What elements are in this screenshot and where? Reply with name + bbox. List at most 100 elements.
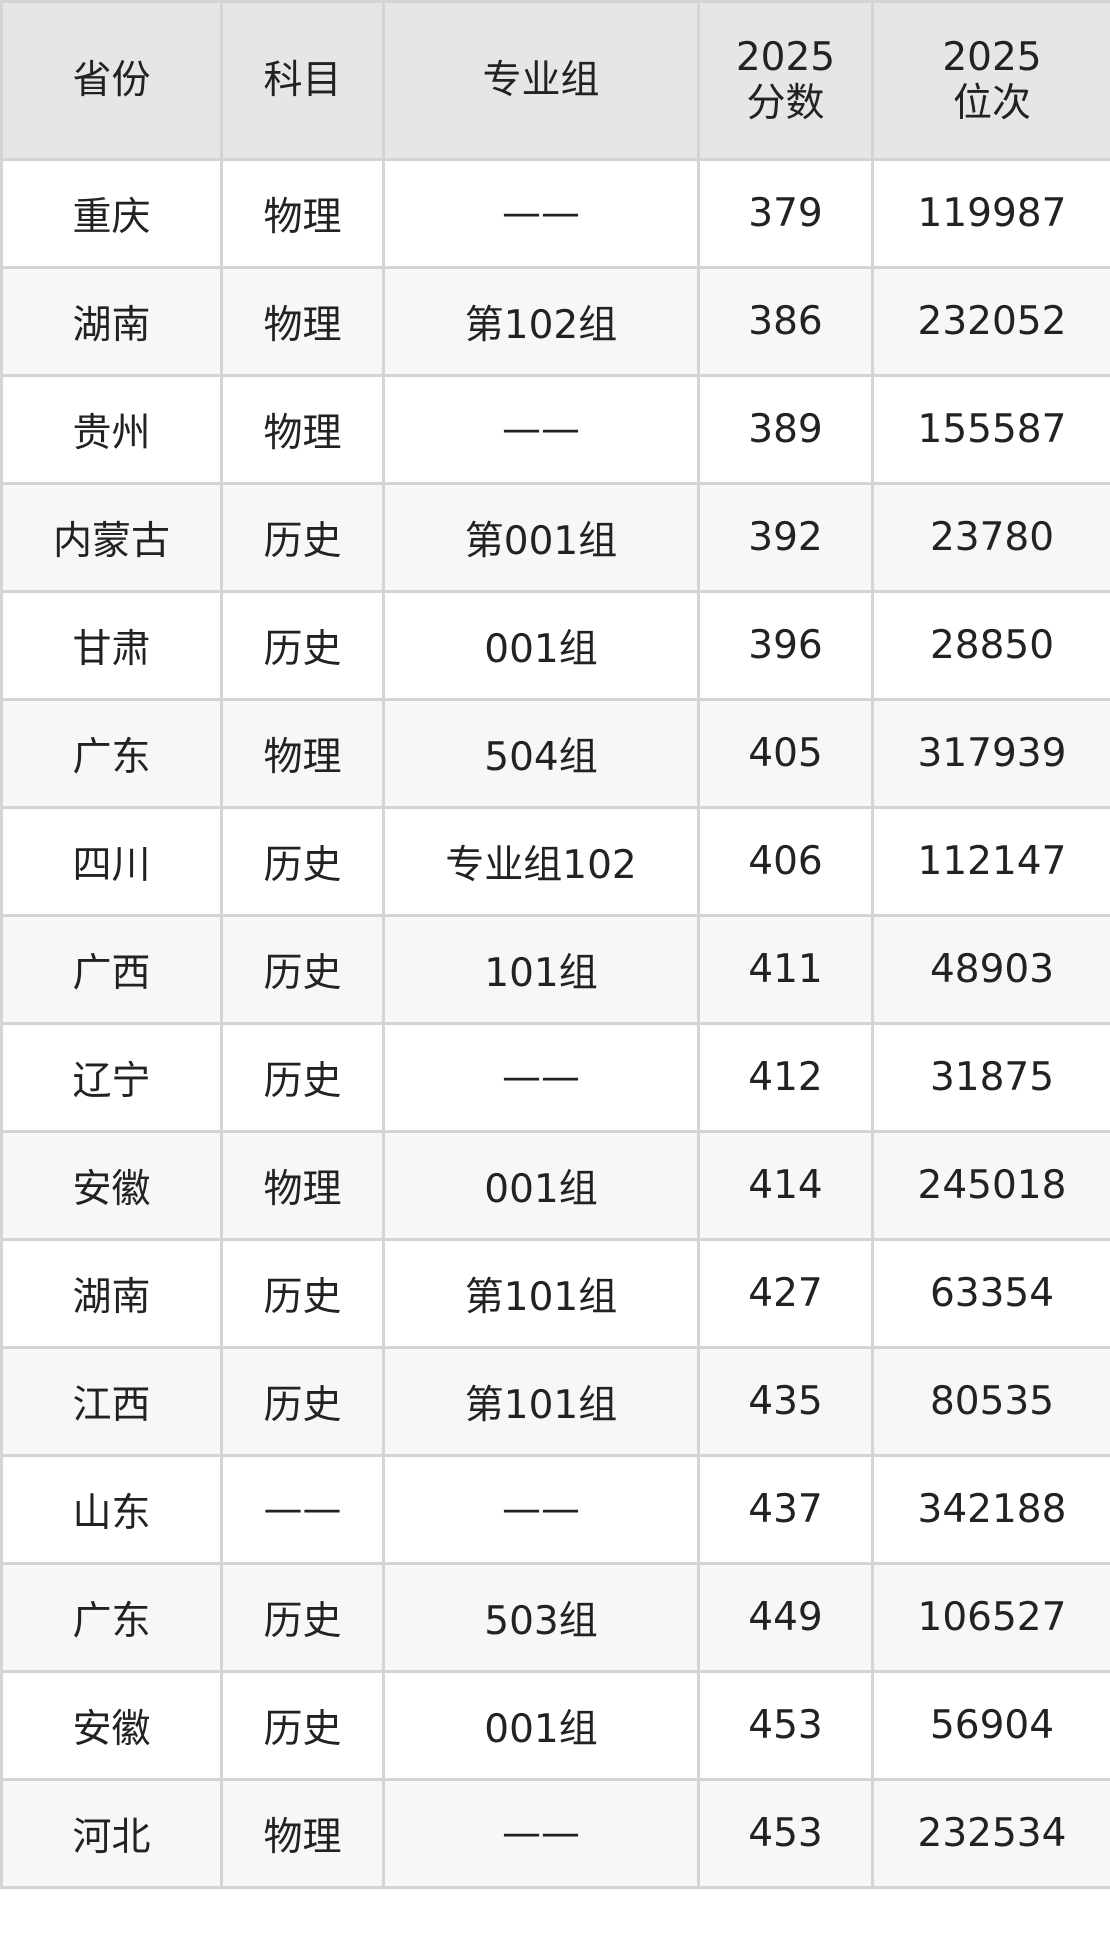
cell-score-2025: 396 <box>697 590 874 701</box>
column-header-line: 2025 <box>942 34 1042 80</box>
cell-score-2025: 453 <box>697 1778 874 1889</box>
cell-subject: 历史 <box>220 1562 385 1673</box>
cell-major-group: 第101组 <box>382 1346 700 1457</box>
cell-province: 河北 <box>0 1778 223 1889</box>
cell-rank-2025: 342188 <box>871 1454 1110 1565</box>
cell-rank-2025: 245018 <box>871 1130 1110 1241</box>
cell-major-group: 503组 <box>382 1562 700 1673</box>
table-row: 广东 物理 504组 405 317939 <box>0 698 1110 809</box>
column-header-province: 省份 <box>0 0 223 161</box>
cell-score-2025: 405 <box>697 698 874 809</box>
table-row: 重庆 物理 —— 379 119987 <box>0 158 1110 269</box>
cell-major-group: —— <box>382 158 700 269</box>
cell-score-2025: 386 <box>697 266 874 377</box>
cell-rank-2025: 23780 <box>871 482 1110 593</box>
cell-major-group: 001组 <box>382 1670 700 1781</box>
cell-rank-2025: 112147 <box>871 806 1110 917</box>
table-row: 四川 历史 专业组102 406 112147 <box>0 806 1110 917</box>
cell-score-2025: 435 <box>697 1346 874 1457</box>
cell-subject: 历史 <box>220 1670 385 1781</box>
cell-subject: 历史 <box>220 590 385 701</box>
cell-score-2025: 437 <box>697 1454 874 1565</box>
table-row: 河北 物理 —— 453 232534 <box>0 1778 1110 1889</box>
cell-rank-2025: 56904 <box>871 1670 1110 1781</box>
table-row: 广东 历史 503组 449 106527 <box>0 1562 1110 1673</box>
cell-rank-2025: 232052 <box>871 266 1110 377</box>
cell-subject: 物理 <box>220 374 385 485</box>
cell-province: 广东 <box>0 1562 223 1673</box>
cell-score-2025: 389 <box>697 374 874 485</box>
table-header-row: 省份 科目 专业组 2025 分数 2025 位次 <box>0 0 1110 161</box>
cell-score-2025: 406 <box>697 806 874 917</box>
column-header-score-2025: 2025 分数 <box>697 0 874 161</box>
table-row: 安徽 物理 001组 414 245018 <box>0 1130 1110 1241</box>
cell-score-2025: 411 <box>697 914 874 1025</box>
cell-subject: 物理 <box>220 158 385 269</box>
cell-rank-2025: 155587 <box>871 374 1110 485</box>
column-header-line: 科目 <box>263 57 342 103</box>
cell-major-group: —— <box>382 1454 700 1565</box>
cell-score-2025: 427 <box>697 1238 874 1349</box>
cell-subject: 历史 <box>220 1022 385 1133</box>
cell-province: 湖南 <box>0 266 223 377</box>
cell-province: 辽宁 <box>0 1022 223 1133</box>
cell-subject: 物理 <box>220 1130 385 1241</box>
table-row: 湖南 物理 第102组 386 232052 <box>0 266 1110 377</box>
cell-province: 广西 <box>0 914 223 1025</box>
cell-major-group: —— <box>382 1022 700 1133</box>
cell-score-2025: 453 <box>697 1670 874 1781</box>
cell-score-2025: 414 <box>697 1130 874 1241</box>
cell-rank-2025: 106527 <box>871 1562 1110 1673</box>
cell-rank-2025: 28850 <box>871 590 1110 701</box>
cell-rank-2025: 119987 <box>871 158 1110 269</box>
cell-province: 安徽 <box>0 1130 223 1241</box>
cell-rank-2025: 31875 <box>871 1022 1110 1133</box>
table-row: 江西 历史 第101组 435 80535 <box>0 1346 1110 1457</box>
column-header-subject: 科目 <box>220 0 385 161</box>
cell-major-group: 001组 <box>382 590 700 701</box>
cell-province: 湖南 <box>0 1238 223 1349</box>
cell-province: 广东 <box>0 698 223 809</box>
cell-province: 重庆 <box>0 158 223 269</box>
cell-major-group: —— <box>382 1778 700 1889</box>
cell-score-2025: 392 <box>697 482 874 593</box>
cell-subject: 物理 <box>220 1778 385 1889</box>
cell-subject: —— <box>220 1454 385 1565</box>
cell-major-group: 第102组 <box>382 266 700 377</box>
cell-province: 江西 <box>0 1346 223 1457</box>
cell-rank-2025: 317939 <box>871 698 1110 809</box>
admission-scores-table: 省份 科目 专业组 2025 分数 2025 位次 重庆 物理 —— 379 119987 湖南 物理第… <box>0 0 1110 1889</box>
cell-score-2025: 412 <box>697 1022 874 1133</box>
table-row: 山东 —— —— 437 342188 <box>0 1454 1110 1565</box>
cell-subject: 历史 <box>220 806 385 917</box>
cell-major-group: 第001组 <box>382 482 700 593</box>
cell-province: 四川 <box>0 806 223 917</box>
table-row: 甘肃 历史 001组 396 28850 <box>0 590 1110 701</box>
cell-rank-2025: 48903 <box>871 914 1110 1025</box>
cell-rank-2025: 80535 <box>871 1346 1110 1457</box>
cell-subject: 历史 <box>220 1238 385 1349</box>
cell-province: 安徽 <box>0 1670 223 1781</box>
cell-subject: 历史 <box>220 482 385 593</box>
cell-major-group: 001组 <box>382 1130 700 1241</box>
column-header-line: 2025 <box>735 34 836 80</box>
cell-province: 山东 <box>0 1454 223 1565</box>
cell-score-2025: 379 <box>697 158 874 269</box>
column-header-major-group: 专业组 <box>382 0 700 161</box>
cell-major-group: 第101组 <box>382 1238 700 1349</box>
table-row: 广西 历史 101组 411 48903 <box>0 914 1110 1025</box>
cell-major-group: 504组 <box>382 698 700 809</box>
cell-subject: 历史 <box>220 1346 385 1457</box>
cell-subject: 物理 <box>220 266 385 377</box>
column-header-line: 省份 <box>72 57 151 103</box>
column-header-line: 分数 <box>746 80 825 126</box>
column-header-line: 专业组 <box>482 57 600 103</box>
cell-major-group: 101组 <box>382 914 700 1025</box>
column-header-rank-2025: 2025 位次 <box>871 0 1110 161</box>
cell-major-group: —— <box>382 374 700 485</box>
cell-subject: 物理 <box>220 698 385 809</box>
cell-province: 甘肃 <box>0 590 223 701</box>
cell-rank-2025: 232534 <box>871 1778 1110 1889</box>
table-row: 内蒙古 历史 第001组 392 23780 <box>0 482 1110 593</box>
cell-major-group: 专业组102 <box>382 806 700 917</box>
